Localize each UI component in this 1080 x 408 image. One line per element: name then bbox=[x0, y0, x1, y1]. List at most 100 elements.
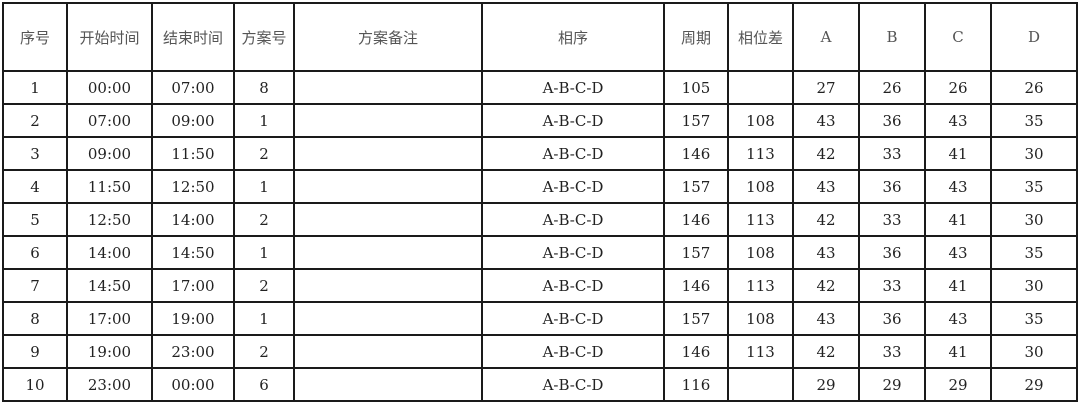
cell-offset: 108 bbox=[727, 235, 794, 270]
cell-phase-b: 33 bbox=[858, 334, 926, 369]
cell-start-time: 17:00 bbox=[66, 301, 153, 336]
cell-phase-d: 26 bbox=[990, 70, 1078, 105]
cell-plan-note bbox=[293, 136, 483, 171]
cell-plan-no: 1 bbox=[233, 235, 295, 270]
cell-end-time: 09:00 bbox=[151, 103, 235, 138]
cell-phase-d: 30 bbox=[990, 202, 1078, 237]
cell-phase-c: 43 bbox=[924, 301, 992, 336]
cell-seq: 4 bbox=[2, 169, 68, 204]
column-header-start-time: 开始时间 bbox=[66, 2, 153, 72]
cell-phase-c: 43 bbox=[924, 169, 992, 204]
cell-phase-c: 29 bbox=[924, 367, 992, 402]
cell-plan-note bbox=[293, 367, 483, 402]
cell-phase-sequence: A-B-C-D bbox=[481, 103, 665, 138]
cell-offset: 113 bbox=[727, 268, 794, 303]
column-header-cycle: 周期 bbox=[663, 2, 729, 72]
cell-phase-d: 30 bbox=[990, 136, 1078, 171]
cell-cycle: 157 bbox=[663, 103, 729, 138]
cell-plan-no: 2 bbox=[233, 136, 295, 171]
cell-end-time: 19:00 bbox=[151, 301, 235, 336]
cell-cycle: 157 bbox=[663, 301, 729, 336]
cell-cycle: 146 bbox=[663, 334, 729, 369]
cell-end-time: 00:00 bbox=[151, 367, 235, 402]
cell-phase-a: 42 bbox=[792, 268, 860, 303]
cell-phase-sequence: A-B-C-D bbox=[481, 367, 665, 402]
cell-phase-d: 35 bbox=[990, 103, 1078, 138]
cell-phase-d: 29 bbox=[990, 367, 1078, 402]
cell-phase-sequence: A-B-C-D bbox=[481, 202, 665, 237]
cell-offset bbox=[727, 70, 794, 105]
table-row: 9 19:00 23:00 2 A-B-C-D 146 113 42 33 41 30 bbox=[2, 334, 1078, 369]
cell-offset: 113 bbox=[727, 136, 794, 171]
cell-phase-sequence: A-B-C-D bbox=[481, 70, 665, 105]
cell-phase-a: 43 bbox=[792, 301, 860, 336]
cell-start-time: 19:00 bbox=[66, 334, 153, 369]
column-header-phase-a: A bbox=[792, 2, 860, 72]
cell-phase-b: 33 bbox=[858, 268, 926, 303]
cell-phase-a: 42 bbox=[792, 202, 860, 237]
cell-seq: 3 bbox=[2, 136, 68, 171]
cell-plan-note bbox=[293, 103, 483, 138]
cell-seq: 9 bbox=[2, 334, 68, 369]
cell-seq: 10 bbox=[2, 367, 68, 402]
cell-phase-d: 30 bbox=[990, 334, 1078, 369]
cell-phase-sequence: A-B-C-D bbox=[481, 268, 665, 303]
cell-plan-note bbox=[293, 202, 483, 237]
column-header-phase-b: B bbox=[858, 2, 926, 72]
cell-cycle: 157 bbox=[663, 169, 729, 204]
cell-offset bbox=[727, 367, 794, 402]
table-row: 8 17:00 19:00 1 A-B-C-D 157 108 43 36 43 35 bbox=[2, 301, 1078, 336]
cell-start-time: 11:50 bbox=[66, 169, 153, 204]
cell-phase-c: 41 bbox=[924, 202, 992, 237]
cell-cycle: 146 bbox=[663, 202, 729, 237]
cell-plan-no: 2 bbox=[233, 202, 295, 237]
cell-end-time: 17:00 bbox=[151, 268, 235, 303]
cell-phase-c: 41 bbox=[924, 334, 992, 369]
cell-seq: 8 bbox=[2, 301, 68, 336]
cell-start-time: 09:00 bbox=[66, 136, 153, 171]
signal-timing-table: 序号 开始时间 结束时间 方案号 方案备注 相序 周期 相位差 A B C D 1 00:00 07:00… bbox=[2, 2, 1078, 402]
cell-cycle: 105 bbox=[663, 70, 729, 105]
cell-phase-sequence: A-B-C-D bbox=[481, 169, 665, 204]
cell-seq: 5 bbox=[2, 202, 68, 237]
cell-start-time: 14:50 bbox=[66, 268, 153, 303]
cell-phase-sequence: A-B-C-D bbox=[481, 136, 665, 171]
cell-cycle: 146 bbox=[663, 268, 729, 303]
cell-seq: 2 bbox=[2, 103, 68, 138]
cell-plan-note bbox=[293, 70, 483, 105]
cell-end-time: 12:50 bbox=[151, 169, 235, 204]
column-header-plan-no: 方案号 bbox=[233, 2, 295, 72]
cell-seq: 7 bbox=[2, 268, 68, 303]
cell-phase-a: 42 bbox=[792, 334, 860, 369]
cell-phase-b: 36 bbox=[858, 169, 926, 204]
table-row: 1 00:00 07:00 8 A-B-C-D 105 27 26 26 26 bbox=[2, 70, 1078, 105]
cell-phase-c: 26 bbox=[924, 70, 992, 105]
column-header-phase-sequence: 相序 bbox=[481, 2, 665, 72]
table-row: 10 23:00 00:00 6 A-B-C-D 116 29 29 29 29 bbox=[2, 367, 1078, 402]
cell-plan-no: 1 bbox=[233, 103, 295, 138]
cell-plan-note bbox=[293, 235, 483, 270]
column-header-end-time: 结束时间 bbox=[151, 2, 235, 72]
cell-offset: 113 bbox=[727, 202, 794, 237]
cell-phase-a: 43 bbox=[792, 103, 860, 138]
cell-end-time: 23:00 bbox=[151, 334, 235, 369]
cell-end-time: 07:00 bbox=[151, 70, 235, 105]
cell-phase-sequence: A-B-C-D bbox=[481, 235, 665, 270]
column-header-seq: 序号 bbox=[2, 2, 68, 72]
cell-cycle: 146 bbox=[663, 136, 729, 171]
table-row: 5 12:50 14:00 2 A-B-C-D 146 113 42 33 41 30 bbox=[2, 202, 1078, 237]
table-row: 2 07:00 09:00 1 A-B-C-D 157 108 43 36 43 35 bbox=[2, 103, 1078, 138]
cell-end-time: 14:50 bbox=[151, 235, 235, 270]
header-row: 序号 开始时间 结束时间 方案号 方案备注 相序 周期 相位差 A B C D bbox=[2, 2, 1078, 72]
cell-plan-note bbox=[293, 301, 483, 336]
cell-start-time: 23:00 bbox=[66, 367, 153, 402]
column-header-offset: 相位差 bbox=[727, 2, 794, 72]
cell-plan-note bbox=[293, 334, 483, 369]
cell-phase-a: 43 bbox=[792, 235, 860, 270]
cell-plan-no: 1 bbox=[233, 169, 295, 204]
cell-plan-no: 2 bbox=[233, 268, 295, 303]
cell-cycle: 116 bbox=[663, 367, 729, 402]
column-header-phase-d: D bbox=[990, 2, 1078, 72]
cell-seq: 1 bbox=[2, 70, 68, 105]
cell-phase-b: 36 bbox=[858, 301, 926, 336]
